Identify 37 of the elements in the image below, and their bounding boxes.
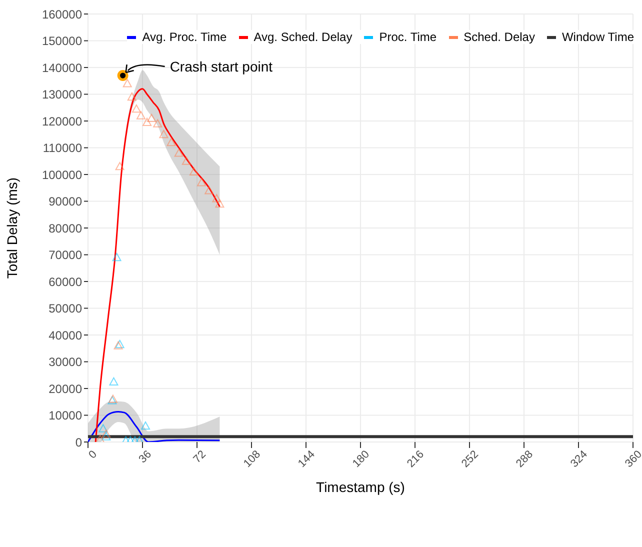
- y-tick-label: 30000: [48, 355, 82, 370]
- x-axis-title: Timestamp (s): [316, 479, 405, 495]
- y-tick-label: 160000: [42, 7, 82, 22]
- legend-label: Sched. Delay: [462, 30, 535, 44]
- x-tick-label: 252: [459, 448, 481, 470]
- x-tick-label: 216: [404, 448, 426, 470]
- y-tick-label: 130000: [42, 88, 82, 102]
- x-tick-label: 144: [296, 448, 318, 470]
- y-tick-label: 10000: [48, 408, 82, 423]
- annotation: Crash start point: [170, 58, 273, 75]
- y-tick-label: 70000: [48, 248, 82, 262]
- x-tick-label: 0: [86, 448, 100, 462]
- x-tick-label: 288: [514, 448, 536, 470]
- x-tick-label: 72: [191, 448, 208, 466]
- y-tick-label: 80000: [48, 221, 82, 236]
- legend-label: Avg. Proc. Time: [141, 30, 227, 44]
- x-tick-label: 36: [136, 448, 154, 466]
- y-tick-label: 150000: [42, 34, 82, 48]
- y-tick-label: 110000: [42, 141, 82, 156]
- x-tick-label: 360: [622, 448, 642, 470]
- y-tick-label: 60000: [48, 274, 82, 289]
- legend-label: Avg. Sched. Delay: [252, 30, 352, 44]
- legend-label: Proc. Time: [378, 30, 437, 44]
- legend-label: Window Time: [560, 30, 634, 44]
- y-tick-label: 40000: [48, 328, 82, 342]
- line-series: [88, 411, 220, 442]
- x-tick-label: 180: [350, 448, 372, 470]
- y-tick-label: 140000: [42, 60, 82, 75]
- y-tick-label: 0: [75, 435, 82, 450]
- y-axis-title: Total Delay (ms): [4, 177, 20, 279]
- y-tick-label: 100000: [42, 168, 82, 182]
- y-tick-label: 20000: [48, 382, 82, 396]
- x-tick-label: 108: [241, 448, 263, 470]
- y-tick-label: 50000: [48, 302, 82, 316]
- y-tick-label: 90000: [48, 194, 82, 209]
- y-tick-label: 120000: [42, 114, 82, 128]
- x-tick-label: 324: [568, 448, 590, 470]
